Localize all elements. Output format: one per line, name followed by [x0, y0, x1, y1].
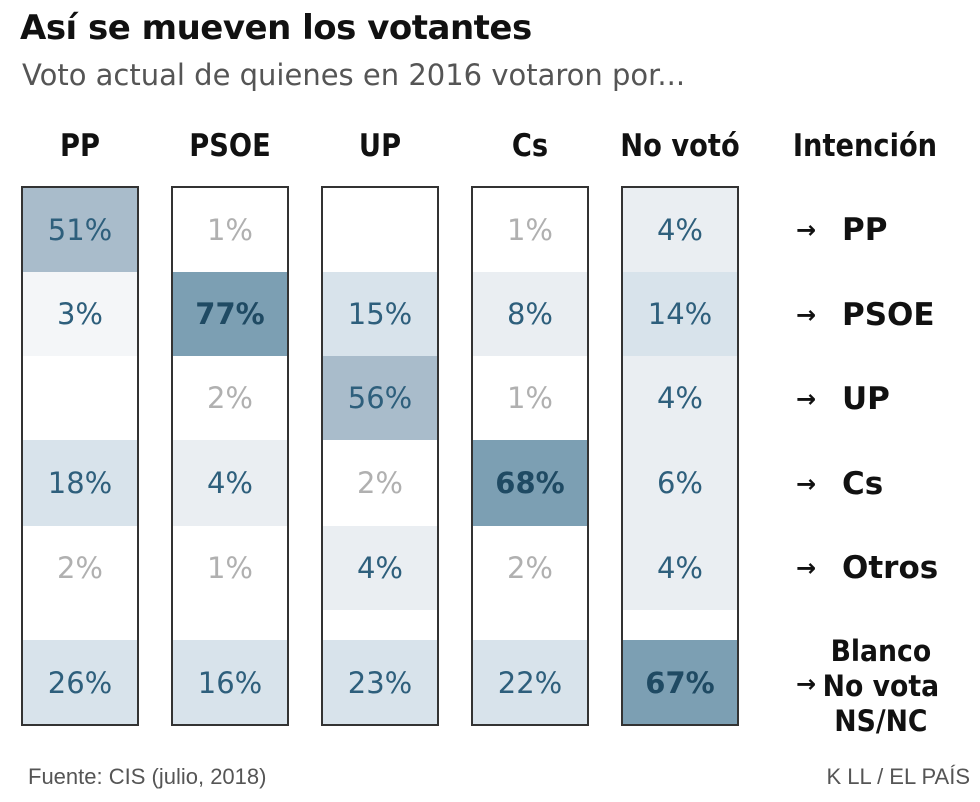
cell: 15% [323, 272, 437, 356]
row-label-otros: → Otros [796, 546, 976, 590]
cell: 22% [473, 640, 587, 724]
source-note: Fuente: CIS (julio, 2018) [28, 764, 267, 789]
cell: 51% [23, 188, 137, 272]
cell: 16% [173, 640, 287, 724]
column-header-up: UP [358, 128, 402, 164]
cell: 4% [623, 526, 737, 610]
cell: 2% [323, 440, 437, 526]
cell: 1% [473, 188, 587, 272]
column-header-psoe: PSOE [189, 128, 271, 164]
row-label-psoe: → PSOE [796, 293, 976, 337]
row-label-blanco: Blanco [830, 634, 932, 668]
cell: 2% [173, 356, 287, 440]
cell [323, 188, 437, 272]
arrow-icon: → [796, 554, 817, 582]
cell: 23% [323, 640, 437, 724]
cell: 4% [623, 356, 737, 440]
chart-subtitle: Voto actual de quienes en 2016 votaron p… [22, 58, 686, 92]
column-header-pp: PP [59, 128, 100, 164]
row-label-cs: → Cs [796, 462, 976, 506]
row-label-nsnc: NS/NC [834, 704, 928, 738]
row-label-text: UP [842, 381, 890, 417]
row-label-no-vota: No vota [822, 669, 940, 703]
chart-title: Así se mueven los votantes [20, 8, 532, 48]
arrow-icon: → [796, 301, 817, 329]
cell: 1% [173, 188, 287, 272]
column-psoe: 1% 77% 2% 4% 1% 16% [171, 186, 289, 726]
row-label-text: Cs [842, 466, 884, 502]
row-label-text: PSOE [842, 297, 935, 333]
row-header-intencion: Intención [792, 128, 938, 164]
arrow-icon: → [796, 216, 817, 244]
cell: 67% [623, 640, 737, 724]
row-label-text: PP [842, 212, 888, 248]
column-header-no-vot-: No votó [620, 128, 740, 164]
cell: 1% [473, 356, 587, 440]
cell: 56% [323, 356, 437, 440]
arrow-icon: → [796, 385, 817, 413]
cell: 6% [623, 440, 737, 526]
cell: 18% [23, 440, 137, 526]
arrow-icon: → [796, 470, 817, 498]
cell: 3% [23, 272, 137, 356]
row-label-arrow-blanco: → [796, 670, 817, 698]
column-cs: 1% 8% 1% 68% 2% 22% [471, 186, 589, 726]
row-label-pp: → PP [796, 208, 976, 252]
column-header-cs: Cs [511, 128, 549, 164]
cell: 14% [623, 272, 737, 356]
cell: 68% [473, 440, 587, 526]
cell: 2% [23, 526, 137, 610]
column-up: 15% 56% 2% 4% 23% [321, 186, 439, 726]
cell: 26% [23, 640, 137, 724]
row-label-up: → UP [796, 377, 976, 421]
column-pp: 51% 3% 18% 2% 26% [21, 186, 139, 726]
cell: 4% [623, 188, 737, 272]
cell: 77% [173, 272, 287, 356]
cell [23, 356, 137, 440]
credit-note: K LL / EL PAÍS [826, 764, 970, 789]
row-label-text: Otros [842, 550, 939, 586]
column-no-vot-: 4% 14% 4% 6% 4% 67% [621, 186, 739, 726]
cell: 2% [473, 526, 587, 610]
row-label-blanco-group: Blanco No vota NS/NC [822, 634, 940, 739]
cell: 4% [173, 440, 287, 526]
cell: 1% [173, 526, 287, 610]
cell: 4% [323, 526, 437, 610]
cell: 8% [473, 272, 587, 356]
